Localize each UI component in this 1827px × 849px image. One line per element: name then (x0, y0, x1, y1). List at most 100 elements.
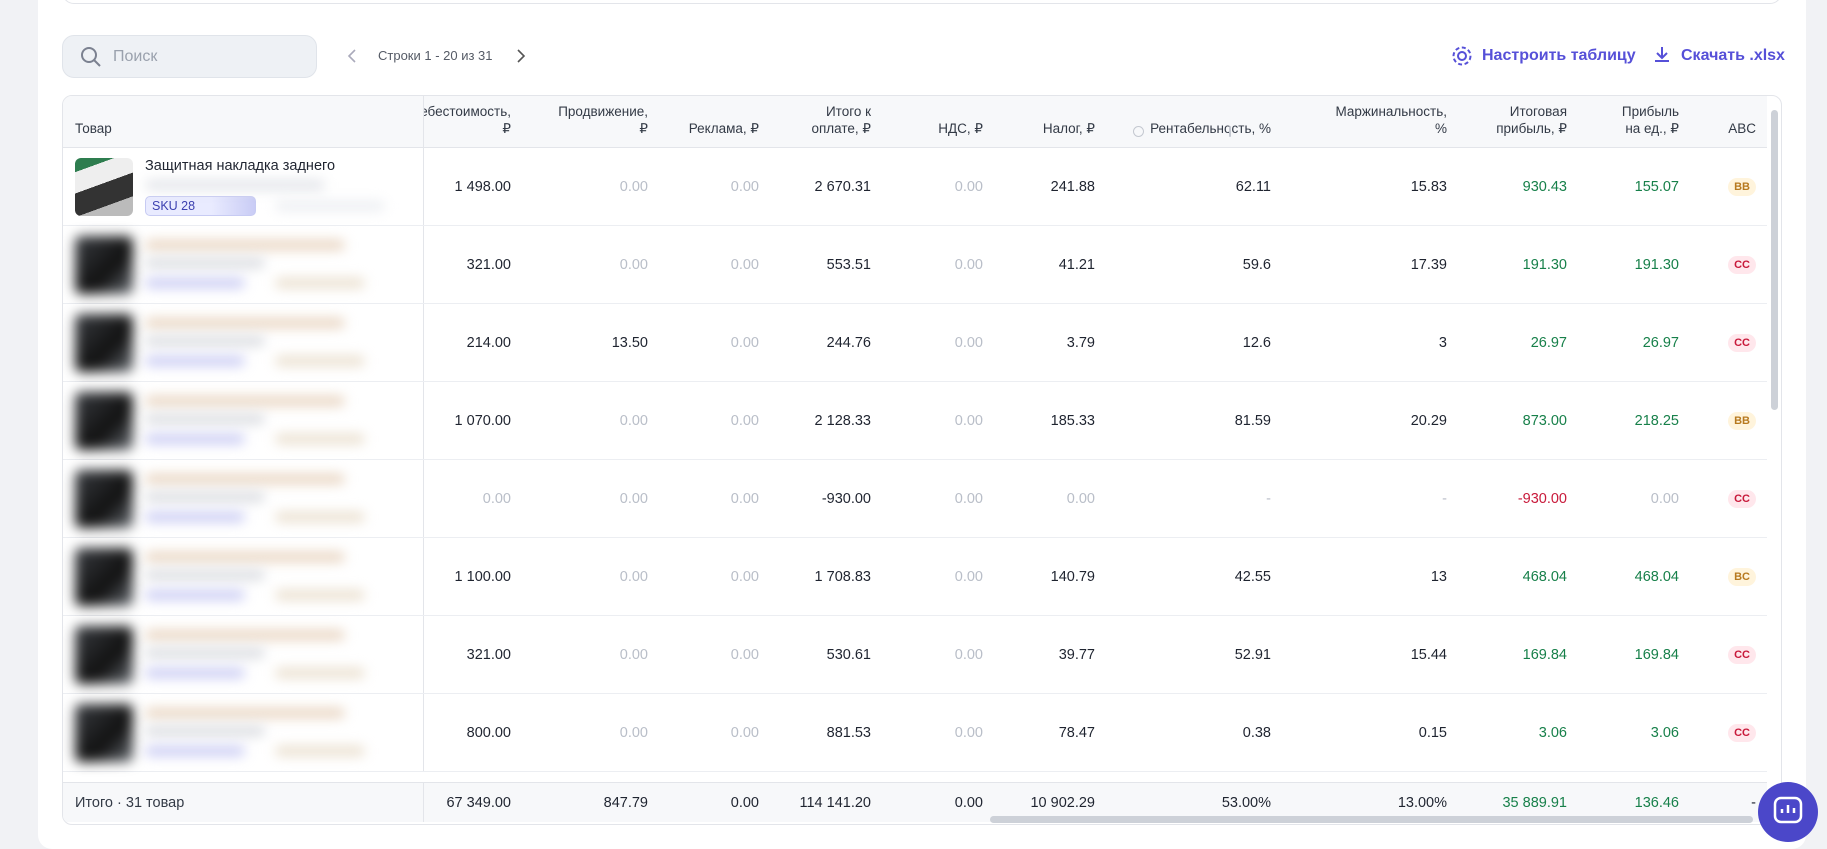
cell: 3 (1281, 304, 1457, 381)
column-header: Прибыль на ед., ₽ (1577, 96, 1689, 147)
product-info (145, 548, 395, 606)
cell-value: 0.00 (482, 490, 511, 507)
cell: 214.00 (424, 304, 521, 381)
product-thumb (75, 703, 133, 762)
cell: 0.15 (1281, 694, 1457, 771)
cell-value: 468.04 (1634, 568, 1679, 585)
cell: CC (1689, 616, 1766, 693)
cell: 0.00 (521, 226, 658, 303)
chat-button[interactable] (1758, 782, 1818, 842)
cell: 169.84 (1457, 616, 1577, 693)
cell: - (1281, 460, 1457, 537)
cell-value: 0.00 (730, 646, 759, 663)
cell: 140.79 (993, 538, 1105, 615)
footer-value: 114 141.20 (799, 794, 872, 811)
blurred-text (145, 277, 245, 288)
abc-badge: BB (1728, 411, 1756, 430)
column-header-text: Итоговая прибыль, ₽ (1496, 104, 1567, 136)
abc-badge: CC (1728, 645, 1756, 664)
cell-value: 0.00 (1066, 490, 1095, 507)
product-info (145, 626, 395, 684)
cell-value: 169.84 (1634, 646, 1679, 663)
cell: 20.29 (1281, 382, 1457, 459)
cell-value: 0.00 (954, 724, 983, 741)
cell-value: 3.79 (1066, 334, 1095, 351)
cell: 0.00 (521, 460, 658, 537)
product-thumb (75, 625, 133, 684)
blurred-text (275, 277, 365, 288)
blurred-text (145, 725, 265, 736)
cell: 0.00 (424, 460, 521, 537)
cell: 191.30 (1457, 226, 1577, 303)
cell: 0.00 (658, 304, 769, 381)
table-row: Защитная накладка заднего SKU 28 1 498.00 0… (63, 148, 1767, 226)
product-info (145, 470, 395, 528)
footer-value: 0.00 (730, 794, 759, 811)
footer-cell: - (1689, 783, 1766, 822)
cell-value: 42.55 (1234, 568, 1271, 585)
search-box[interactable]: Поиск (62, 35, 317, 78)
cell: 0.00 (521, 382, 658, 459)
cell: CC (1689, 694, 1766, 771)
cell: 169.84 (1577, 616, 1689, 693)
blurred-text (275, 745, 365, 756)
product-thumb (75, 469, 133, 528)
blurred-text (145, 707, 345, 718)
blurred-text (145, 491, 265, 502)
footer-cell: 35 889.91 (1457, 783, 1577, 822)
cell: 468.04 (1457, 538, 1577, 615)
cell-value: 930.43 (1522, 178, 1567, 195)
cell: 241.88 (993, 148, 1105, 225)
search-icon (81, 47, 101, 67)
product-cell (63, 616, 424, 693)
cell: 81.59 (1105, 382, 1281, 459)
table-row: 800.00 0.00 0.00 881.53 0.00 78.47 0.38 0.15 3.0… (63, 694, 1767, 772)
blurred-text (145, 629, 345, 640)
prev-page[interactable] (346, 48, 358, 64)
cell: 0.00 (881, 226, 993, 303)
download-button[interactable]: Скачать .xlsx (1681, 47, 1785, 64)
table-row: 321.00 0.00 0.00 553.51 0.00 41.21 59.6 17.39 19… (63, 226, 1767, 304)
cell: 800.00 (424, 694, 521, 771)
footer-cell: 847.79 (521, 783, 658, 822)
next-page[interactable] (515, 48, 527, 64)
cell-value: 39.77 (1058, 646, 1095, 663)
cell-value: 2 128.33 (814, 412, 871, 429)
blurred-text (145, 667, 245, 678)
column-header-text: НДС, ₽ (938, 121, 983, 136)
cell-value: 78.47 (1058, 724, 1095, 741)
cell-value: 800.00 (466, 724, 511, 741)
abc-badge: CC (1728, 255, 1756, 274)
cell-value: 0.00 (619, 568, 648, 585)
top-card (62, 0, 1782, 4)
cell-value: 0.00 (730, 412, 759, 429)
cell: 0.00 (658, 148, 769, 225)
cell-value: 244.76 (826, 334, 871, 351)
cell-value: - (1442, 490, 1447, 507)
blurred-text (145, 569, 265, 580)
footer-value: 67 349.00 (446, 794, 511, 811)
data-table: Товар Себестоимость, ₽ Продвижение, ₽ Рекла… (62, 95, 1782, 825)
column-header: Товар (63, 96, 424, 147)
cell: 1 070.00 (424, 382, 521, 459)
cell: 26.97 (1577, 304, 1689, 381)
cell-value: 0.00 (619, 256, 648, 273)
column-header-text: Продвижение, ₽ (558, 104, 648, 136)
cell: 321.00 (424, 226, 521, 303)
settings-button[interactable]: Настроить таблицу (1482, 47, 1636, 64)
cell-value: 26.97 (1642, 334, 1679, 351)
cell: 468.04 (1577, 538, 1689, 615)
product-thumb (75, 391, 133, 450)
cell: 0.00 (993, 460, 1105, 537)
cell-value: 881.53 (826, 724, 871, 741)
footer-row: Итого · 31 товар 67 349.00 847.79 0.00 114 1… (63, 782, 1767, 822)
h-scrollbar (990, 816, 1753, 823)
cell: 0.00 (521, 538, 658, 615)
cell-value: 1 708.83 (814, 568, 871, 585)
column-header: НДС, ₽ (881, 96, 993, 147)
blurred-text (275, 200, 385, 211)
cell-value: 0.00 (954, 334, 983, 351)
cell: 26.97 (1457, 304, 1577, 381)
column-header-text: Товар (75, 121, 112, 136)
v-scrollbar (1771, 110, 1778, 410)
